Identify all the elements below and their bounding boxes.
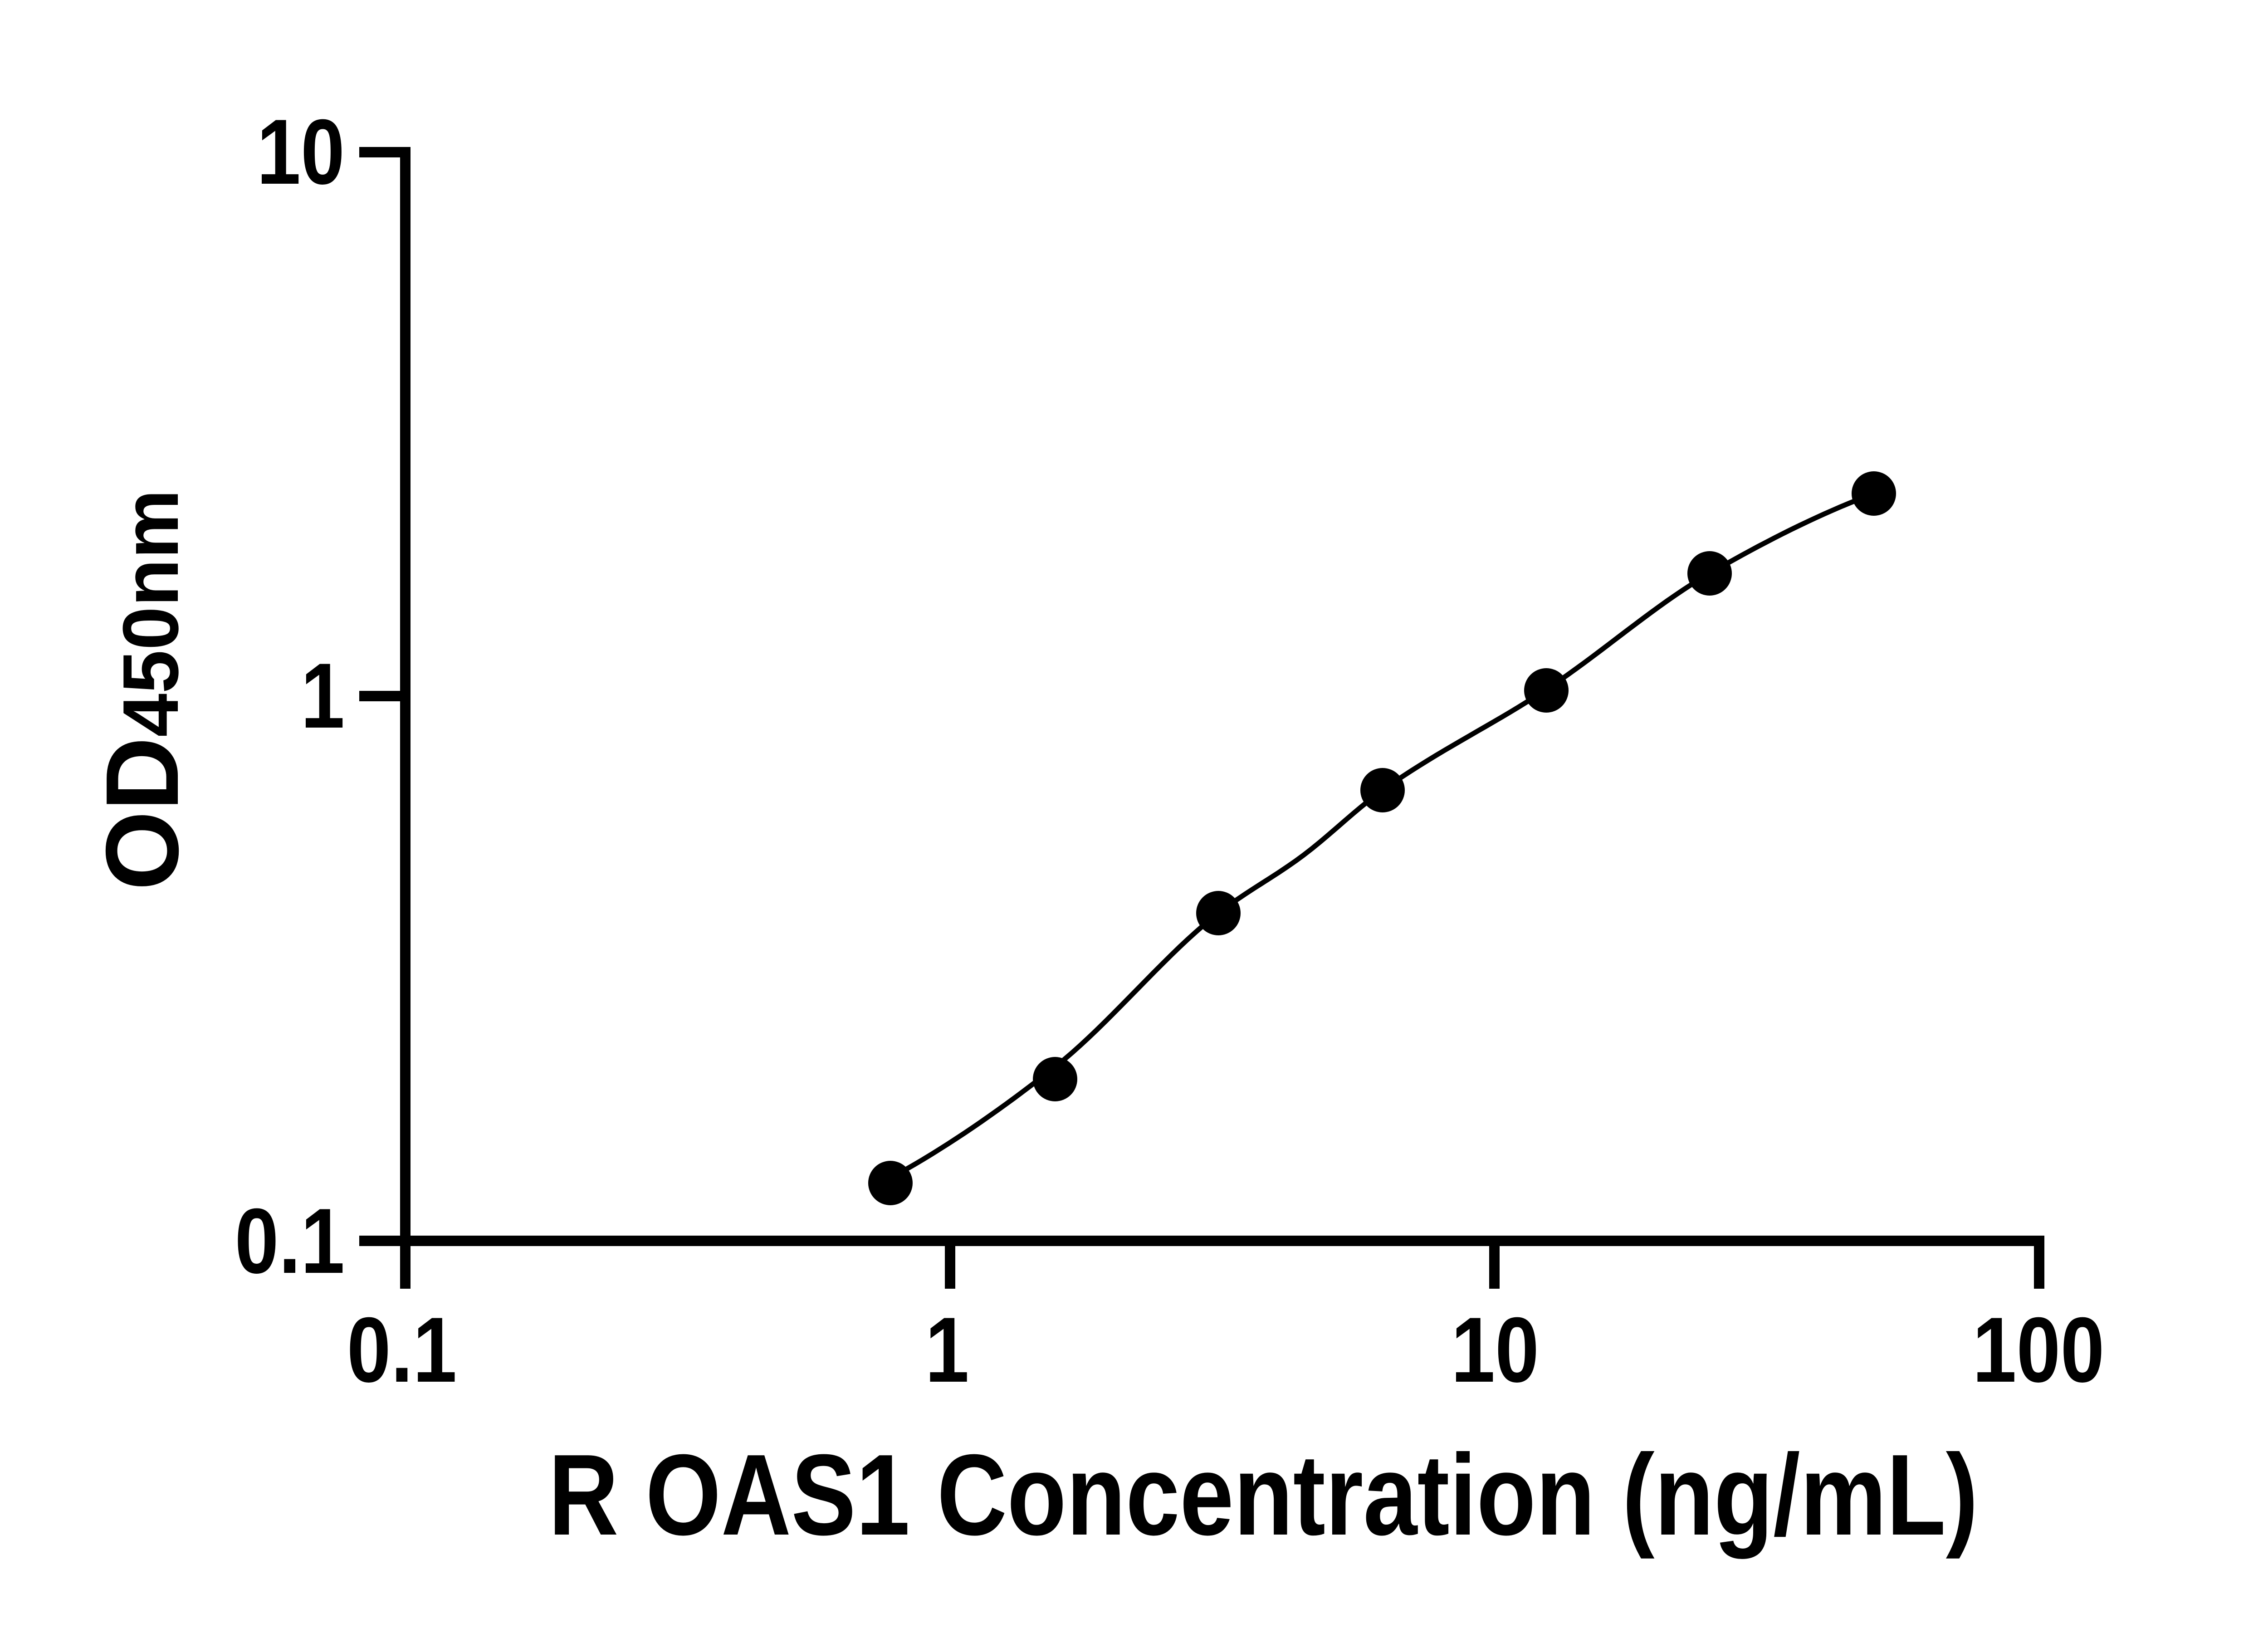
- svg-text:OD450nm: OD450nm: [85, 489, 200, 890]
- svg-text:0.1: 0.1: [347, 1298, 457, 1402]
- svg-text:0.1: 0.1: [235, 1189, 345, 1293]
- svg-text:10: 10: [257, 100, 345, 204]
- svg-text:10: 10: [1451, 1298, 1539, 1402]
- svg-text:R OAS1 Concentration (ng/mL): R OAS1 Concentration (ng/mL): [548, 1430, 1978, 1559]
- svg-text:100: 100: [1973, 1298, 2105, 1402]
- svg-text:1: 1: [925, 1298, 969, 1402]
- svg-text:1: 1: [301, 644, 345, 748]
